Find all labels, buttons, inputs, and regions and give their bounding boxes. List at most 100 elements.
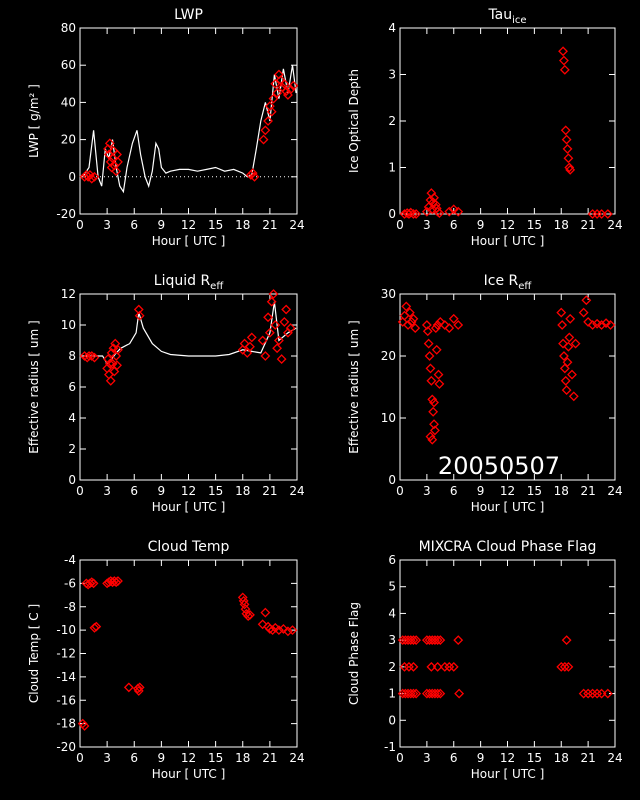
data-point: [258, 134, 269, 145]
data-point: [103, 143, 113, 154]
data-point: [435, 316, 446, 327]
data-point: [562, 143, 573, 154]
data-point: [267, 625, 278, 636]
x-tick-label: 3: [423, 218, 431, 232]
data-point: [558, 338, 568, 349]
data-point: [89, 171, 100, 182]
x-tick-label: 21: [262, 218, 277, 232]
data-point: [406, 316, 417, 327]
data-point: [247, 168, 258, 178]
x-tick-label: 9: [158, 751, 166, 765]
data-point: [430, 425, 440, 436]
data-point: [560, 125, 571, 136]
x-tick-label: 9: [158, 218, 166, 232]
data-point: [105, 375, 116, 386]
data-point: [279, 78, 290, 89]
x-tick-label: 9: [158, 484, 166, 498]
data-point: [403, 320, 413, 330]
x-tick-label: 24: [289, 484, 304, 498]
y-tick-label: 0: [388, 473, 396, 487]
y-tick-label: 4: [388, 606, 396, 620]
y-tick-label: 0: [388, 713, 396, 727]
y-tick-label: 60: [61, 58, 76, 72]
data-point: [561, 134, 572, 145]
data-point: [270, 320, 281, 330]
data-point: [435, 635, 446, 646]
data-point: [246, 332, 257, 343]
data-point: [602, 688, 613, 699]
data-point: [113, 344, 123, 355]
data-point: [431, 344, 442, 355]
y-tick-label: 6: [388, 553, 396, 567]
data-point: [557, 320, 568, 330]
y-tick-label: 10: [381, 411, 396, 425]
x-axis-label: Hour [ UTC ]: [471, 500, 545, 514]
data-point: [86, 351, 97, 361]
x-tick-label: 15: [208, 484, 223, 498]
panel-title-subscript: ice: [512, 15, 526, 26]
y-tick-label: -20: [56, 740, 76, 754]
data-point: [88, 578, 99, 589]
x-tick-label: 3: [103, 218, 111, 232]
data-point: [404, 307, 415, 318]
date-annotation: 20050507: [438, 452, 560, 480]
x-axis-label: Hour [ UTC ]: [471, 767, 545, 781]
x-tick-label: 21: [262, 751, 277, 765]
data-point: [273, 335, 284, 346]
x-tick-label: 6: [450, 751, 458, 765]
data-point: [448, 204, 459, 215]
x-tick-label: 15: [527, 218, 542, 232]
data-point: [134, 682, 145, 693]
x-tick-label: 21: [580, 484, 595, 498]
data-point: [288, 80, 299, 91]
data-point: [79, 721, 90, 731]
y-tick-label: -8: [64, 600, 76, 614]
data-point: [85, 170, 95, 180]
data-point: [564, 162, 575, 173]
data-point: [559, 661, 570, 672]
data-point: [448, 661, 459, 672]
x-tick-label: 12: [181, 218, 196, 232]
observation-line: [82, 65, 297, 194]
data-point: [605, 320, 616, 330]
data-point: [283, 626, 293, 637]
data-point: [272, 88, 283, 99]
data-point: [432, 320, 443, 330]
y-tick-label: 40: [61, 95, 76, 109]
x-tick-label: 15: [208, 751, 223, 765]
data-point: [257, 619, 268, 630]
x-tick-label: 24: [289, 751, 304, 765]
y-tick-label: -20: [56, 207, 76, 221]
data-point: [266, 106, 277, 117]
data-point: [260, 607, 271, 618]
data-point: [260, 125, 271, 136]
y-tick-label: 1: [388, 687, 396, 701]
x-tick-label: 0: [396, 218, 404, 232]
data-point: [111, 166, 122, 177]
y-tick-label: 3: [388, 633, 396, 647]
data-point: [427, 434, 438, 445]
x-tick-label: 9: [477, 218, 485, 232]
data-point: [429, 397, 439, 408]
x-tick-label: 9: [477, 751, 485, 765]
x-tick-label: 0: [396, 751, 404, 765]
data-point: [245, 610, 255, 620]
y-tick-label: 2: [68, 442, 76, 456]
panel-title-main: Liquid R: [154, 273, 211, 289]
x-tick-label: 21: [580, 218, 595, 232]
data-point: [568, 391, 579, 402]
data-point: [103, 354, 113, 365]
y-tick-label: 20: [61, 133, 76, 147]
data-point: [268, 289, 279, 299]
data-point: [559, 55, 569, 66]
data-point: [424, 351, 435, 361]
data-point: [112, 360, 122, 371]
data-point: [260, 351, 271, 361]
data-point: [596, 320, 607, 330]
data-point: [444, 206, 455, 217]
data-point: [601, 318, 611, 329]
y-tick-label: -6: [64, 576, 76, 590]
panel-title-main: Ice R: [484, 273, 519, 289]
y-axis-label: Cloud Temp [ C ]: [27, 604, 41, 703]
